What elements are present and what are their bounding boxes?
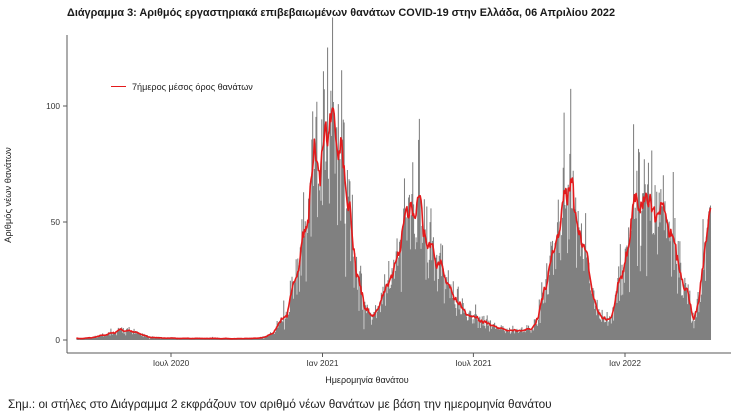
svg-text:Ιαν 2022: Ιαν 2022 — [609, 358, 641, 368]
svg-text:0: 0 — [55, 335, 60, 345]
svg-text:50: 50 — [51, 217, 61, 227]
svg-text:Ιουλ 2020: Ιουλ 2020 — [153, 358, 190, 368]
svg-text:100: 100 — [46, 101, 60, 111]
svg-text:Ιουλ 2021: Ιουλ 2021 — [455, 358, 492, 368]
svg-text:Ιαν 2021: Ιαν 2021 — [306, 358, 338, 368]
